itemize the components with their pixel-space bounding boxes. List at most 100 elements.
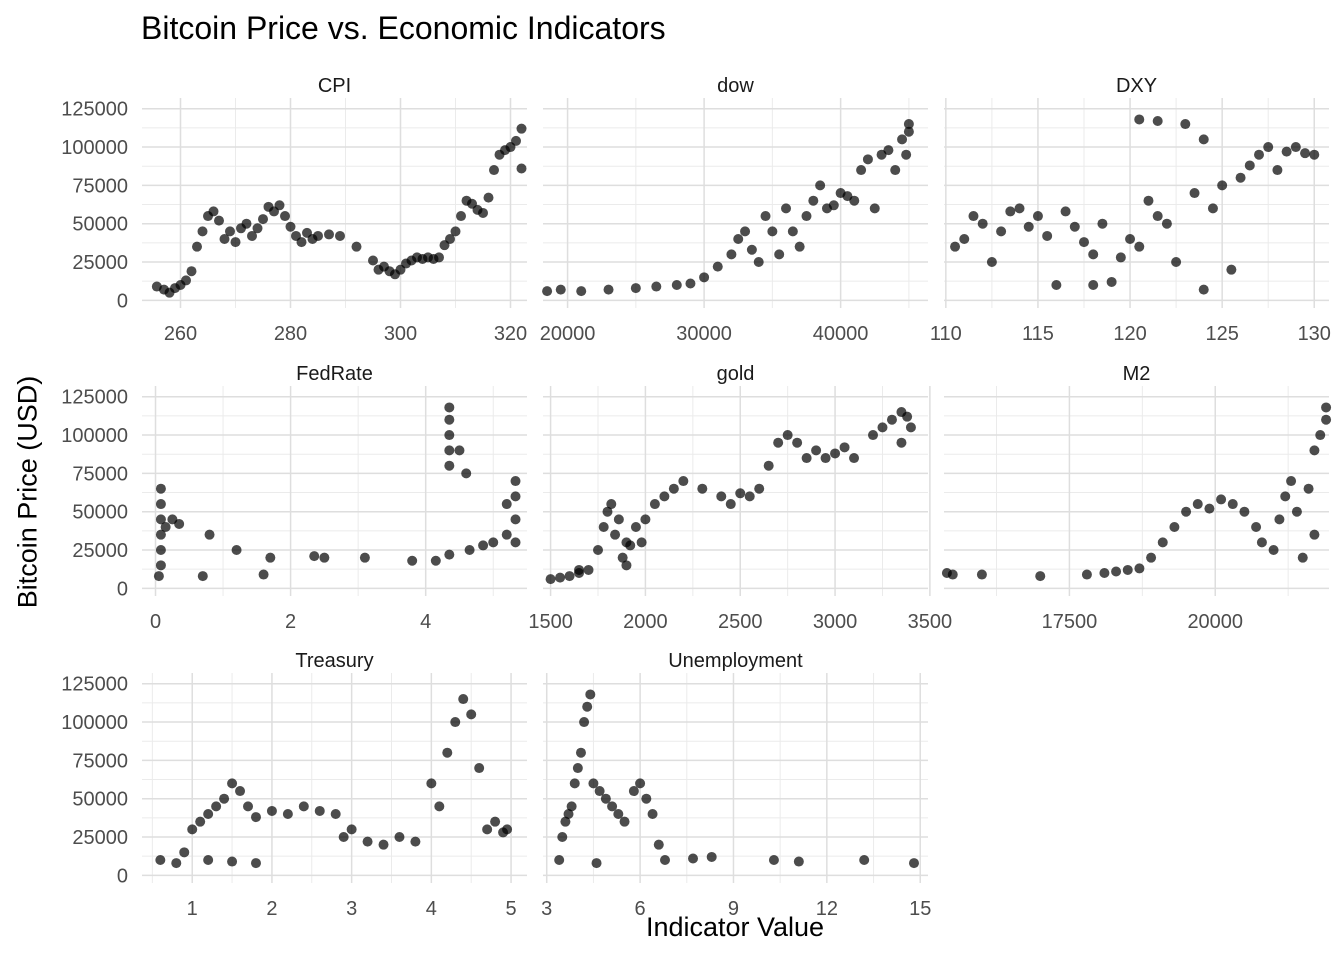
data-point	[195, 816, 206, 827]
data-point	[877, 422, 888, 433]
data-point	[1032, 211, 1043, 222]
panel-title: M2	[1123, 363, 1151, 385]
data-point	[575, 747, 586, 758]
data-point	[314, 805, 325, 816]
data-point	[186, 266, 197, 277]
data-point	[456, 211, 466, 222]
data-point	[555, 284, 566, 295]
data-point	[174, 518, 185, 529]
y-tick-label: 75000	[72, 463, 128, 485]
data-point	[649, 499, 660, 510]
data-point	[1134, 563, 1145, 574]
data-point	[1099, 568, 1110, 579]
data-point	[1251, 522, 1262, 533]
y-tick-label: 25000	[72, 252, 128, 274]
data-point	[1111, 566, 1122, 577]
data-point	[1088, 249, 1099, 260]
data-point	[905, 422, 916, 433]
data-point	[1181, 506, 1192, 517]
data-point	[1290, 142, 1301, 153]
data-point	[763, 460, 774, 471]
data-point	[1309, 149, 1320, 160]
y-tick-label: 75000	[72, 750, 128, 772]
data-point	[444, 460, 455, 471]
data-point	[282, 809, 293, 820]
y-tick-label: 50000	[72, 214, 128, 236]
data-point	[219, 234, 230, 245]
y-axis-label: Bitcoin Price (USD)	[12, 375, 43, 609]
data-point	[1286, 476, 1297, 487]
data-point	[155, 545, 166, 556]
data-point	[1254, 149, 1264, 160]
y-tick-label: 100000	[61, 425, 128, 447]
data-point	[716, 491, 727, 502]
data-point	[542, 286, 553, 297]
data-point	[1146, 552, 1157, 563]
data-point	[593, 545, 603, 556]
data-point	[211, 801, 222, 812]
data-point	[621, 560, 632, 571]
data-point	[1321, 402, 1332, 413]
data-point	[1297, 552, 1308, 563]
data-point	[959, 234, 970, 245]
y-tick-label: 75000	[72, 175, 128, 197]
data-point	[733, 234, 744, 245]
panel-title: FedRate	[296, 363, 373, 385]
x-tick-label: 110	[930, 323, 962, 345]
data-point	[1268, 545, 1279, 556]
data-point	[434, 252, 444, 263]
data-point	[792, 437, 803, 448]
data-point	[617, 552, 628, 563]
y-tick-label: 0	[117, 290, 128, 312]
data-point	[1198, 284, 1209, 295]
data-point	[712, 261, 723, 272]
data-point	[697, 483, 708, 494]
data-point	[359, 552, 370, 563]
x-tick-label: 0	[150, 611, 161, 633]
data-point	[1014, 203, 1025, 214]
data-point	[685, 278, 696, 289]
data-point	[197, 571, 208, 582]
data-point	[583, 564, 594, 575]
data-point	[208, 206, 219, 217]
data-point	[1226, 264, 1237, 275]
x-tick-label: 17500	[1042, 611, 1098, 633]
data-point	[243, 801, 254, 812]
data-point	[903, 119, 914, 130]
data-point	[227, 778, 238, 789]
data-point	[1235, 172, 1246, 183]
data-point	[839, 442, 850, 453]
data-point	[1189, 188, 1200, 199]
data-point	[1115, 252, 1126, 263]
data-point	[557, 832, 568, 843]
data-point	[1300, 148, 1311, 159]
data-point	[754, 483, 765, 494]
data-point	[849, 195, 860, 206]
data-point	[869, 203, 880, 214]
data-point	[996, 226, 1007, 237]
data-point	[1051, 280, 1062, 291]
data-point	[450, 717, 461, 728]
data-point	[368, 255, 378, 266]
data-point	[466, 709, 477, 720]
data-point	[901, 149, 912, 160]
data-point	[231, 545, 242, 556]
data-point	[968, 211, 979, 222]
data-point	[828, 200, 839, 211]
panel-title: dow	[717, 75, 754, 97]
data-point	[490, 816, 501, 827]
data-point	[820, 453, 831, 464]
data-point	[1161, 218, 1172, 229]
data-point	[628, 786, 639, 797]
data-point	[659, 491, 670, 502]
data-point	[298, 801, 309, 812]
data-point	[640, 514, 651, 525]
data-point	[1272, 165, 1283, 176]
data-point	[203, 809, 214, 820]
data-point	[179, 847, 190, 858]
x-tick-label: 3500	[908, 611, 953, 633]
y-tick-label: 125000	[61, 674, 128, 696]
data-point	[483, 192, 494, 203]
x-tick-label: 120	[1113, 323, 1146, 345]
